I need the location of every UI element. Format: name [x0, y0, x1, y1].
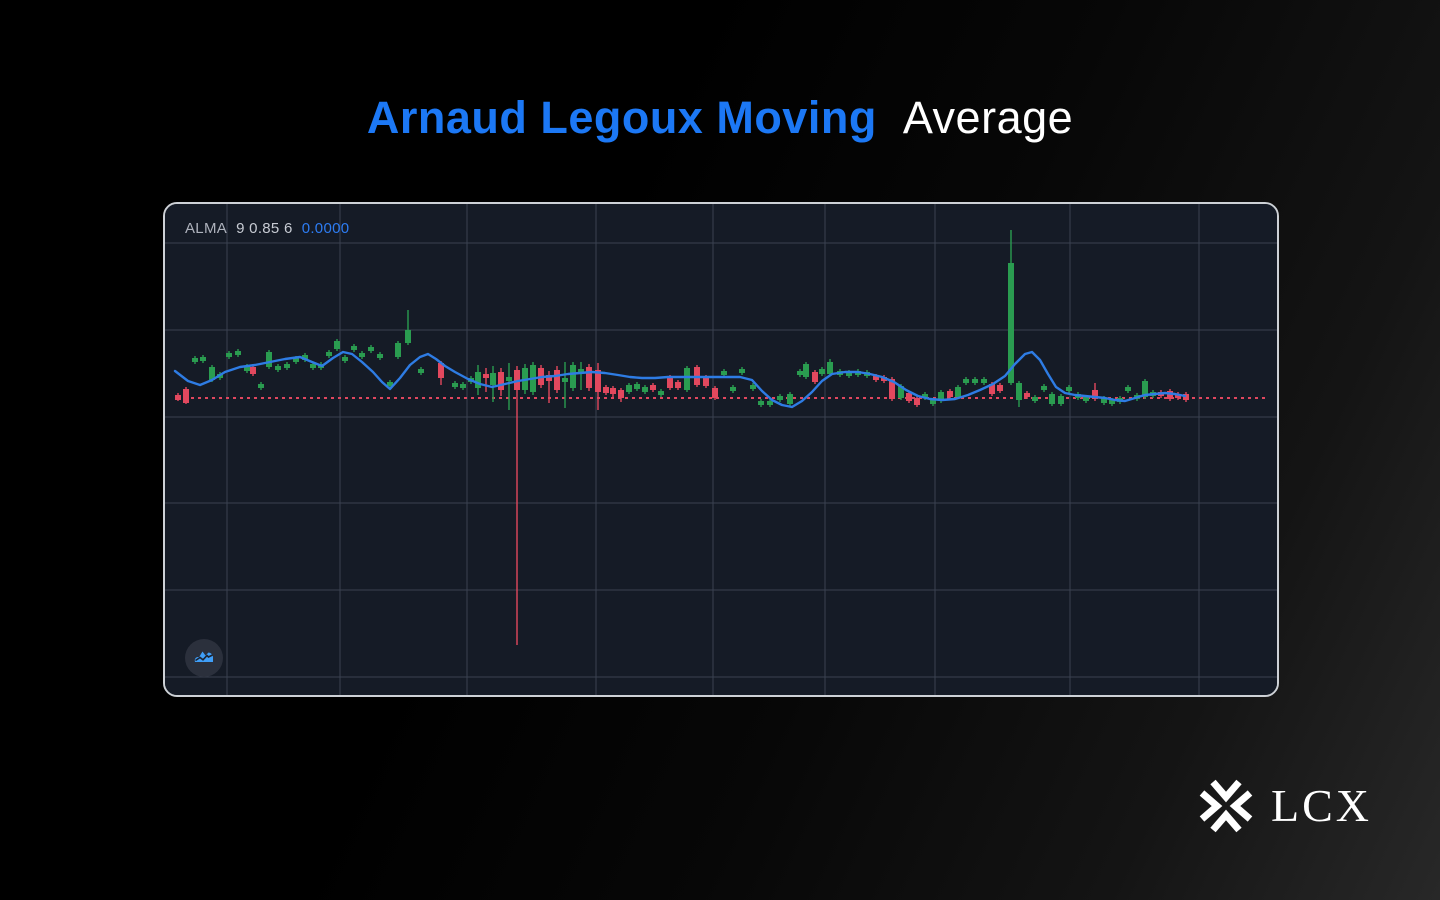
indicator-name: ALMA — [185, 220, 228, 237]
chart-panel: ALMA 9 0.85 6 0.0000 — [163, 202, 1279, 697]
lcx-logo-text: LCX — [1271, 780, 1372, 831]
page-title: Arnaud Legoux Moving Average — [0, 92, 1440, 144]
indicator-params: 9 0.85 6 — [236, 220, 293, 237]
candlestick-chart-canvas[interactable] — [165, 204, 1277, 695]
lcx-x-chevron-icon — [1196, 776, 1256, 836]
page-title-rest: Average — [902, 92, 1074, 143]
tradingview-logo-button[interactable] — [185, 639, 223, 677]
indicator-value: 0.0000 — [301, 220, 350, 237]
page-title-highlight: Arnaud Legoux Moving — [366, 92, 877, 143]
indicator-legend[interactable]: ALMA 9 0.85 6 0.0000 — [185, 220, 349, 237]
tradingview-mountain-icon — [192, 646, 216, 670]
lcx-logo: LCX — [1196, 776, 1372, 836]
